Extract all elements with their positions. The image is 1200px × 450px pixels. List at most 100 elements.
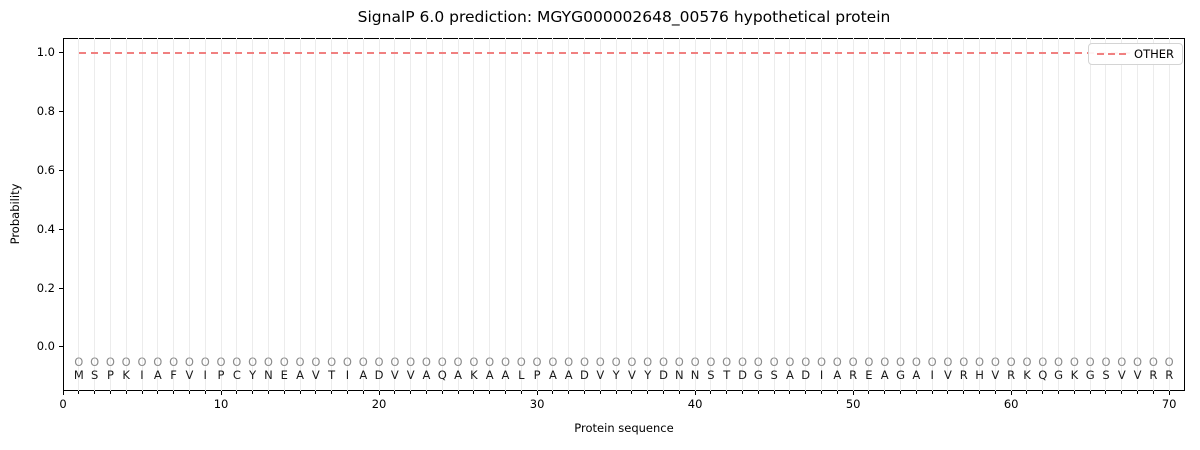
residue-letter: S — [90, 367, 99, 382]
gridline — [663, 38, 664, 391]
legend-other-line-icon — [1097, 53, 1128, 55]
y-axis-tick — [59, 346, 63, 348]
residue-region-label: O — [248, 355, 258, 370]
legend-other-label: OTHER — [1134, 47, 1174, 61]
residue-region-label: O — [500, 355, 510, 370]
x-axis-minor-tick — [1073, 391, 1075, 394]
residue-letter: I — [819, 367, 824, 382]
x-axis-minor-tick — [283, 391, 285, 394]
x-axis-minor-tick — [94, 391, 96, 394]
gridline — [220, 38, 222, 391]
residue-region-label: O — [990, 355, 1000, 370]
x-tick-label: 40 — [687, 397, 703, 411]
residue-letter: P — [217, 367, 225, 382]
residue-letter: Y — [249, 367, 257, 382]
y-tick-label: 0.6 — [36, 162, 55, 177]
residue-letter: I — [345, 367, 350, 382]
gridline — [204, 38, 206, 391]
residue-letter: V — [1133, 367, 1142, 382]
gridline — [1105, 38, 1107, 391]
x-axis-minor-tick — [726, 391, 728, 394]
gridline — [252, 38, 254, 391]
gridline — [425, 38, 427, 391]
residue-letter: V — [390, 367, 399, 382]
residue-region-label: O — [311, 355, 321, 370]
gridline — [157, 38, 159, 391]
residue-region-label: O — [295, 355, 305, 370]
gridline — [583, 38, 585, 391]
residue-region-label: O — [342, 355, 352, 370]
residue-region-label: O — [200, 355, 210, 370]
residue-letter: T — [723, 367, 731, 382]
residue-region-label: O — [1101, 355, 1111, 370]
residue-region-label: O — [579, 355, 590, 370]
residue-letter: D — [580, 367, 589, 382]
x-axis-minor-tick — [1026, 391, 1028, 394]
residue-region-label: O — [1133, 355, 1143, 370]
gridline — [188, 38, 190, 391]
x-axis-minor-tick — [394, 391, 396, 394]
gridline — [900, 38, 902, 391]
x-axis-tick — [378, 391, 380, 395]
x-axis-minor-tick — [1137, 391, 1139, 394]
x-axis-minor-tick — [362, 391, 364, 394]
x-axis-minor-tick — [821, 391, 823, 394]
residue-letter: N — [264, 367, 273, 382]
y-axis-tick — [59, 287, 63, 289]
x-axis-tick — [536, 391, 538, 395]
residue-letter: V — [311, 367, 320, 382]
gridline — [615, 38, 617, 391]
x-tick-label: 70 — [1161, 397, 1177, 411]
residue-letter: T — [328, 367, 336, 382]
residue-region-label: O — [437, 355, 447, 370]
chart-title: SignalP 6.0 prediction: MGYG000002648_00… — [357, 8, 891, 26]
residue-region-label: O — [548, 355, 558, 370]
x-axis-minor-tick — [1058, 391, 1060, 394]
residue-region-label: O — [959, 355, 969, 370]
residue-letter: V — [991, 367, 1000, 382]
residue-region-label: O — [121, 355, 131, 370]
x-axis-minor-tick — [188, 391, 190, 394]
x-axis-minor-tick — [631, 391, 633, 394]
x-axis-tick — [852, 391, 854, 395]
x-axis-minor-tick — [457, 391, 459, 394]
residue-letter: A — [422, 367, 431, 382]
x-axis-minor-tick — [346, 391, 348, 394]
residue-letter: Q — [437, 367, 447, 382]
y-axis-tick — [59, 52, 63, 54]
y-tick-label: 0.8 — [36, 104, 55, 119]
gridline — [836, 38, 838, 391]
gridline — [520, 38, 522, 391]
residue-region-label: O — [769, 355, 779, 370]
x-axis-minor-tick — [441, 391, 443, 394]
residue-region-label: O — [453, 355, 463, 370]
residue-letter: E — [280, 367, 288, 382]
residue-region-label: O — [216, 355, 226, 370]
gridline — [489, 38, 491, 391]
residue-region-label: O — [137, 355, 147, 370]
residue-region-label: O — [975, 355, 985, 370]
x-tick-label: 0 — [59, 397, 67, 411]
residue-letter: K — [122, 367, 130, 382]
gridline — [331, 38, 333, 391]
residue-region-label: O — [1054, 355, 1064, 370]
gridline — [710, 38, 712, 391]
x-axis-minor-tick — [125, 391, 127, 394]
residue-region-label: O — [785, 355, 795, 370]
x-axis-minor-tick — [520, 391, 522, 394]
residue-letter: V — [1117, 367, 1126, 382]
x-axis-minor-tick — [331, 391, 333, 394]
residue-letter: V — [185, 367, 194, 382]
residue-letter: C — [232, 367, 241, 382]
x-axis-minor-tick — [979, 391, 981, 394]
residue-region-label: O — [927, 355, 937, 370]
x-axis-minor-tick — [489, 391, 491, 394]
residue-region-label: O — [1117, 355, 1127, 370]
x-axis-tick — [220, 391, 222, 395]
x-axis-minor-tick — [710, 391, 712, 394]
gridline — [789, 38, 791, 391]
residue-letter: R — [1149, 367, 1158, 382]
residue-letter: I — [930, 367, 934, 382]
residue-letter: F — [170, 367, 177, 382]
residue-region-label: O — [848, 355, 858, 370]
